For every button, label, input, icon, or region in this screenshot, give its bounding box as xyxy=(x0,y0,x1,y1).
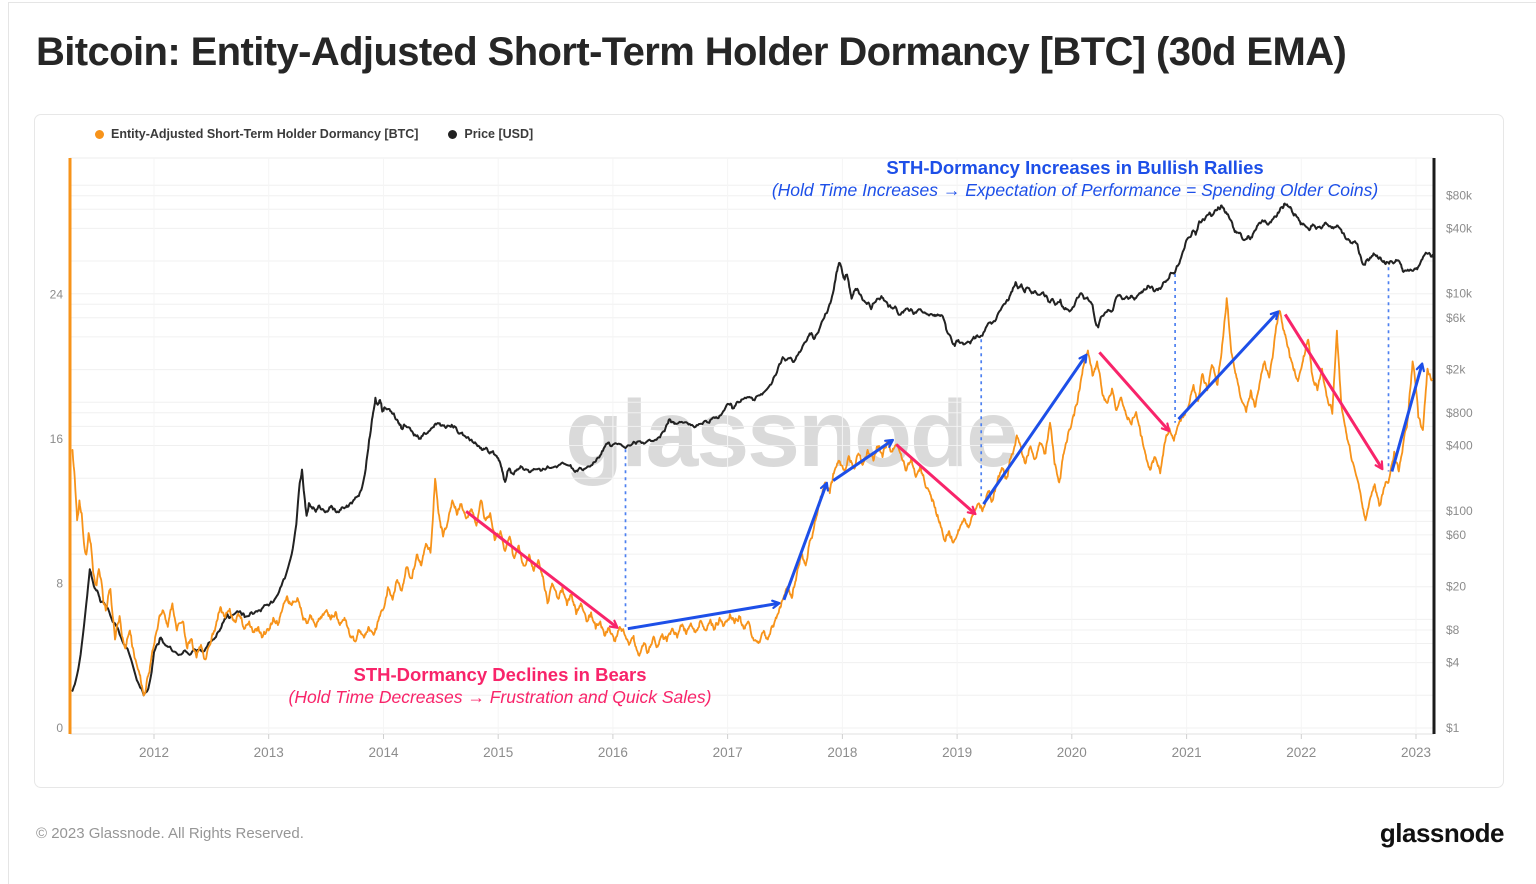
right-tick-label: $1 xyxy=(1446,721,1460,735)
legend-item-price[interactable]: Price [USD] xyxy=(448,127,533,141)
legend-label-dormancy: Entity-Adjusted Short-Term Holder Dorman… xyxy=(111,127,419,141)
bearish-arrow xyxy=(465,510,619,629)
dormancy-series-dot-icon xyxy=(95,129,104,139)
copyright-text: © 2023 Glassnode. All Rights Reserved. xyxy=(36,825,304,842)
x-tick-label: 2023 xyxy=(1401,745,1431,760)
chart-plot-area[interactable]: 2012 2013 2014 2015 2016 2017 2018 2019 2020 2021… xyxy=(35,115,1505,789)
x-tick-label: 2016 xyxy=(598,745,628,760)
x-tick-label: 2014 xyxy=(368,745,399,760)
bearish-arrow xyxy=(895,443,977,516)
x-tick-label: 2012 xyxy=(139,745,169,760)
bearish-arrow xyxy=(1098,351,1171,433)
price-series-dot-icon xyxy=(448,129,458,139)
dormancy-line xyxy=(71,297,1433,697)
chart-legend: Entity-Adjusted Short-Term Holder Dorman… xyxy=(95,127,533,141)
legend-item-dormancy[interactable]: Entity-Adjusted Short-Term Holder Dorman… xyxy=(95,127,418,141)
right-tick-label: $800 xyxy=(1446,406,1473,420)
bearish-arrow xyxy=(1283,313,1384,471)
annotation-bearish-subtitle: (Hold Time Decreases → Frustration and Q… xyxy=(288,687,712,707)
glassnode-logo: glassnode xyxy=(1379,818,1505,848)
bullish-arrow xyxy=(627,599,781,631)
bullish-arrow xyxy=(782,481,829,601)
right-tick-label: $400 xyxy=(1446,439,1473,453)
x-tick-label: 2018 xyxy=(827,745,857,760)
gridlines xyxy=(70,157,1434,739)
right-tick-label: $4 xyxy=(1446,656,1460,670)
right-tick-label: $6k xyxy=(1446,311,1466,325)
bullish-arrow xyxy=(1390,362,1425,472)
legend-label-price: Price [USD] xyxy=(464,127,534,141)
right-tick-label: $80k xyxy=(1446,189,1473,203)
page-top-divider xyxy=(8,2,1536,3)
annotation-bearish: STH-Dormancy Declines in Bears (Hold Tim… xyxy=(195,664,805,708)
left-tick-label: 24 xyxy=(50,288,64,302)
annotation-bullish: STH-Dormancy Increases in Bullish Rallie… xyxy=(675,157,1475,201)
annotation-bullish-subtitle: (Hold Time Increases → Expectation of Pe… xyxy=(771,180,1379,200)
right-tick-label: $8 xyxy=(1446,623,1460,637)
right-tick-label: $40k xyxy=(1446,221,1473,235)
right-tick-label: $100 xyxy=(1446,504,1473,518)
x-tick-label: 2022 xyxy=(1286,745,1316,760)
annotation-bullish-title: STH-Dormancy Increases in Bullish Rallie… xyxy=(886,157,1264,178)
bullish-arrow xyxy=(832,438,895,482)
chart-card: Entity-Adjusted Short-Term Holder Dorman… xyxy=(34,114,1504,788)
x-tick-label: 2017 xyxy=(713,745,743,760)
page-footer: © 2023 Glassnode. All Rights Reserved. g… xyxy=(36,818,1505,849)
page-title: Bitcoin: Entity-Adjusted Short-Term Hold… xyxy=(36,30,1347,74)
x-tick-label: 2020 xyxy=(1057,745,1087,760)
x-tick-label: 2019 xyxy=(942,745,972,760)
bullish-arrow xyxy=(982,353,1088,505)
right-tick-label: $60 xyxy=(1446,528,1466,542)
page-left-divider xyxy=(8,2,9,884)
left-tick-label: 8 xyxy=(56,577,63,591)
left-tick-label: 16 xyxy=(50,432,64,446)
bullish-arrow xyxy=(1177,310,1280,421)
x-tick-label: 2013 xyxy=(254,745,284,760)
x-tick-label: 2021 xyxy=(1172,745,1202,760)
x-tick-label: 2015 xyxy=(483,745,513,760)
right-tick-label: $10k xyxy=(1446,287,1473,301)
right-tick-label: $20 xyxy=(1446,580,1466,594)
price-line xyxy=(71,202,1435,697)
right-tick-label: $2k xyxy=(1446,363,1466,377)
annotation-bearish-title: STH-Dormancy Declines in Bears xyxy=(353,664,647,685)
left-tick-label: 0 xyxy=(56,721,63,735)
axis-labels: 2012 2013 2014 2015 2016 2017 2018 2019 2020 2021… xyxy=(50,189,1473,760)
